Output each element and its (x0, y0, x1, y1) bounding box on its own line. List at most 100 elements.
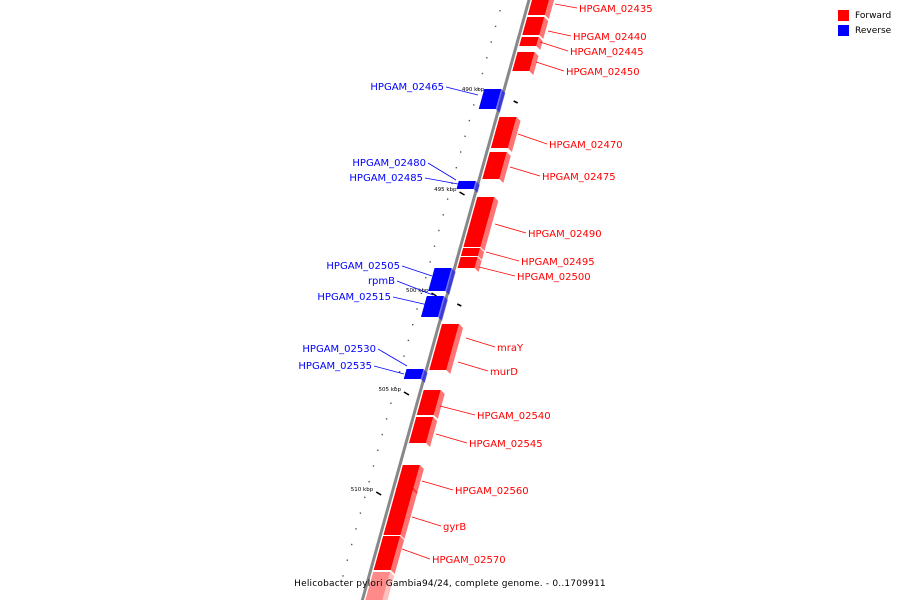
gene-label-forward: HPGAM_02490 (528, 229, 602, 240)
tick-dot (477, 88, 479, 90)
gene-block (457, 257, 478, 268)
tick-label: 500 kbp (406, 288, 429, 294)
leader-line (478, 266, 516, 277)
gene-block (429, 346, 453, 370)
gene-block-shade (477, 248, 485, 260)
tick-dot (359, 512, 362, 514)
gene-block-shade (507, 117, 521, 152)
gene-block (395, 465, 420, 490)
leader-line (373, 365, 405, 375)
gene-block (456, 181, 476, 189)
tick-dot (381, 433, 383, 436)
legend-item-reverse: Reverse (838, 23, 891, 38)
gene-label-forward: HPGAM_02475 (542, 172, 616, 183)
gene-block (460, 248, 481, 256)
tick-dot (433, 245, 436, 247)
tick-dots (342, 10, 501, 577)
tick-dot (412, 324, 414, 326)
leader-line (554, 3, 578, 9)
tick-dot (446, 198, 449, 200)
gene-label-forward: HPGAM_02545 (469, 439, 543, 450)
gene-label-reverse: HPGAM_02530 (302, 344, 376, 355)
tick-mark (459, 191, 465, 196)
tick-dot (364, 496, 366, 499)
tick-dot (394, 386, 396, 389)
gene-label-forward: HPGAM_02500 (517, 272, 591, 283)
tick-mark (403, 391, 410, 396)
gene-block-shade (382, 572, 395, 600)
leader-line (547, 30, 572, 37)
gene-block (428, 268, 452, 291)
leader-line (439, 405, 476, 416)
tick-dot (420, 292, 423, 294)
tick-mark (431, 292, 437, 297)
gene-block (478, 89, 502, 109)
gene-label-reverse: HPGAM_02515 (317, 292, 391, 303)
tick-dot (403, 355, 405, 357)
tick-dot (481, 72, 484, 75)
leader-line (427, 162, 457, 181)
tick-dot (385, 418, 388, 420)
legend-label: Reverse (855, 25, 892, 36)
genome-caption: Helicobacter pylori Gambia94/24, complet… (294, 579, 606, 589)
gene-label-reverse: HPGAM_02465 (370, 82, 444, 93)
gene-block (463, 197, 495, 247)
gene-label-reverse: rpmB (368, 276, 395, 287)
tick-dot (438, 229, 440, 232)
gene-block (435, 324, 460, 346)
leader-line (485, 251, 520, 262)
gene-block (522, 17, 545, 35)
gene-block-shade (529, 52, 539, 75)
tick-dot (407, 339, 410, 342)
gene-block (490, 117, 517, 148)
leader-line (411, 516, 442, 527)
tick-dot (468, 119, 471, 122)
reverse-swatch (838, 25, 849, 36)
gene-block (512, 52, 535, 71)
forward-swatch (838, 10, 849, 21)
gene-label-forward: HPGAM_02470 (549, 140, 623, 151)
tick-dot (372, 465, 375, 467)
tick-dot (346, 559, 349, 561)
tick-label: 505 kbp (379, 387, 402, 393)
tick-dot (416, 308, 418, 310)
gene-block-shade (446, 346, 457, 374)
tick-label: 510 kbp (351, 487, 374, 493)
tick-dot (425, 276, 427, 279)
gene-block-shade (433, 390, 445, 419)
leader-line (465, 337, 496, 348)
gene-label-forward: HPGAM_02435 (579, 4, 653, 15)
gene-block-shade (412, 465, 424, 494)
gene-block (408, 417, 434, 443)
tick-label: 490 kbp (462, 87, 485, 93)
leader-line (421, 480, 454, 491)
tick-dot (390, 402, 392, 404)
leader-line (435, 433, 468, 444)
leader-line (535, 61, 565, 72)
gene-block-shade (400, 488, 418, 539)
tick-dot (429, 261, 431, 263)
leader-line (517, 133, 548, 145)
gene-label-forward: HPGAM_02440 (573, 32, 647, 43)
gene-block (373, 556, 395, 570)
gene-block-shade (445, 268, 456, 295)
tick-dot (455, 167, 458, 169)
gene-block-shade (474, 257, 482, 272)
gene-block (527, 0, 549, 15)
tick-dot (355, 528, 357, 530)
gene-block-shade (425, 417, 438, 447)
leader-line (396, 280, 434, 296)
tick-dot (494, 25, 497, 28)
gene-block-shade (544, 0, 555, 19)
gene-block-shade (499, 152, 511, 183)
tick-dot (368, 481, 370, 483)
tick-dot (451, 182, 453, 185)
leader-line (539, 41, 569, 52)
legend: Forward Reverse (838, 8, 891, 38)
gene-label-forward: HPGAM_02450 (566, 67, 640, 78)
gene-block-shade (452, 324, 464, 350)
gene-label-forward: murD (490, 367, 518, 378)
gene-block (377, 536, 401, 556)
gene-block-shade (536, 37, 543, 50)
tick-dot (350, 543, 353, 546)
